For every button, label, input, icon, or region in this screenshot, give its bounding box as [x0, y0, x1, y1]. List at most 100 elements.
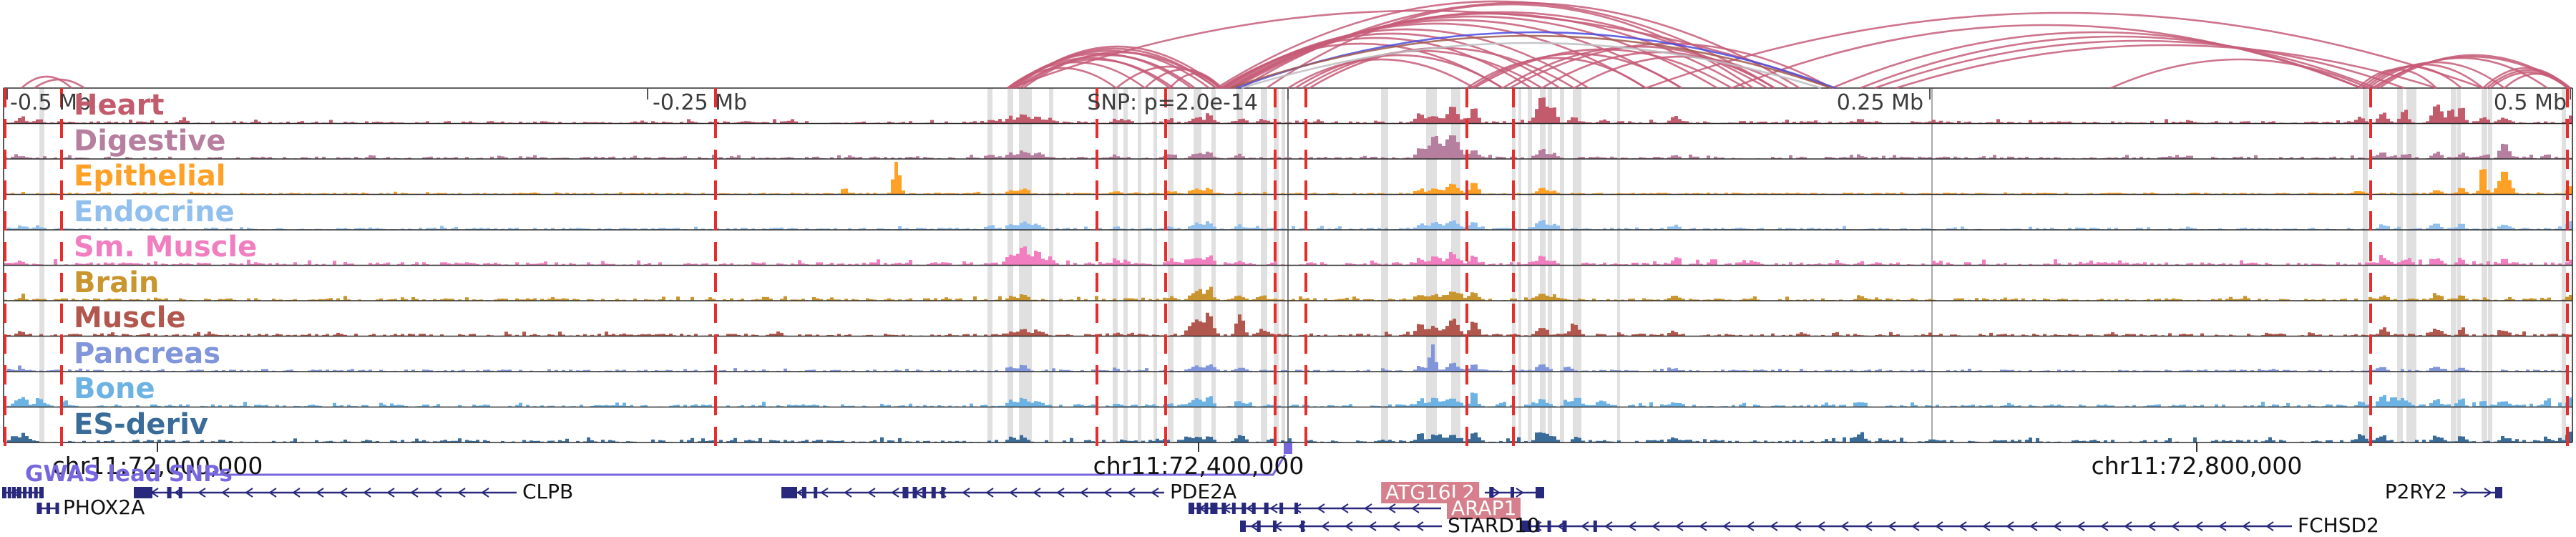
- gene-label-arap1: ARAP1: [1447, 498, 1521, 519]
- gene-exon-arap1: [1204, 503, 1209, 514]
- gene-strand-arrow: [339, 488, 348, 498]
- gene-exon-clpb: [167, 487, 172, 498]
- gene-label-stard10: STARD10: [1448, 513, 1540, 537]
- gene-exon-unnamed: [12, 487, 16, 498]
- gene-label-pde2a: PDE2A: [1170, 480, 1237, 503]
- interaction-arc: [1169, 72, 1221, 89]
- interaction-arc: [21, 75, 72, 89]
- gene-exon-atg16l2: [1489, 487, 1494, 498]
- gene-strand-arrow: [221, 488, 230, 498]
- interaction-arc: [1574, 55, 1790, 90]
- gene-strand-arrow: [481, 488, 489, 498]
- gene-strand-arrow: [1864, 521, 1873, 531]
- gene-strand-arrow: [1250, 521, 1259, 531]
- gene-strand-arrow: [1127, 488, 1136, 498]
- interaction-arc: [1294, 54, 1503, 90]
- track-label-muscle: Muscle: [74, 301, 186, 334]
- gene-exon-phox2a: [47, 503, 50, 514]
- gene-strand-arrow: [1317, 503, 1325, 513]
- interaction-arc: [1014, 45, 1221, 90]
- gene-strand-arrow: [1935, 521, 1943, 531]
- gene-strand-arrow: [1604, 521, 1613, 531]
- axis-label-0-25mb: 0.25 Mb: [1836, 90, 1923, 115]
- track-label-es-deriv: ES-deriv: [74, 407, 209, 441]
- gene-strand-arrow: [386, 488, 395, 498]
- gene-strand-arrow: [2077, 521, 2085, 531]
- gene-label-p2ry2: P2RY2: [2384, 480, 2447, 503]
- gene-strand-arrow: [1392, 521, 1400, 531]
- gene-strand-arrow: [1368, 521, 1377, 531]
- gene-exon-arap1: [1241, 503, 1246, 514]
- interaction-arc: [1831, 31, 2362, 90]
- gene-exon-unnamed: [28, 487, 32, 498]
- signal-area-bone: [4, 392, 2572, 407]
- gwas-pointer-line: [209, 454, 1287, 476]
- interaction-arc: [1010, 9, 1833, 90]
- gene-exon-fchsd2: [1521, 521, 1531, 532]
- gene-exon-unnamed: [34, 487, 38, 498]
- gene-strand-arrow: [2460, 488, 2469, 498]
- gene-strand-arrow: [1033, 488, 1041, 498]
- gene-exon-stard10: [1300, 521, 1304, 532]
- gene-strand-arrow: [1793, 521, 1802, 531]
- interaction-arc: [1226, 22, 1646, 90]
- gene-exon-arap1: [1294, 503, 1299, 514]
- signal-area-muscle: [4, 312, 2572, 337]
- gene-strand-arrow: [2124, 521, 2132, 531]
- gene-strand-arrow: [1246, 503, 1254, 513]
- gene-exon-stard10: [1257, 521, 1261, 532]
- gene-strand-arrow: [268, 488, 277, 498]
- gene-exon-unnamed: [16, 487, 21, 498]
- gene-exon-p2ry2: [2495, 487, 2502, 498]
- gene-exon-unnamed: [7, 487, 11, 498]
- gene-strand-arrow: [457, 488, 466, 498]
- gene-exon-atg16l2: [1536, 487, 1544, 498]
- gene-strand-arrow: [1009, 488, 1018, 498]
- track-label-brain: Brain: [74, 266, 160, 299]
- gene-exon-clpb: [178, 487, 182, 498]
- gene-strand-arrow: [197, 488, 206, 498]
- gene-strand-arrow: [316, 488, 324, 498]
- interaction-arc: [1466, 57, 1646, 90]
- gene-strand-arrow: [1652, 521, 1660, 531]
- gene-strand-arrow: [2053, 521, 2062, 531]
- gene-strand-arrow: [2171, 521, 2180, 531]
- interaction-arc: [1287, 58, 1475, 90]
- gene-strand-arrow: [1722, 521, 1731, 531]
- gene-strand-arrow: [2484, 488, 2492, 498]
- gene-strand-arrow: [245, 488, 253, 498]
- interaction-arc: [2368, 61, 2505, 90]
- gene-strand-arrow: [292, 488, 301, 498]
- gene-strand-arrow: [1269, 503, 1278, 513]
- gwas-snp-marker: [1284, 443, 1292, 454]
- gene-exon-pde2a: [922, 487, 927, 498]
- ruler-label-72400000: chr11:72,400,000: [1093, 452, 1304, 480]
- interaction-arc: [1470, 52, 1682, 90]
- gene-strand-arrow: [1770, 521, 1778, 531]
- gene-exon-pde2a: [941, 487, 945, 498]
- gene-strand-arrow: [1982, 521, 1991, 531]
- track-label-pancreas: Pancreas: [74, 337, 221, 370]
- gene-strand-arrow: [363, 488, 371, 498]
- gene-exon-stard10: [1272, 521, 1277, 532]
- track-label-sm-muscle: Sm. Muscle: [74, 231, 258, 263]
- track-label-digestive: Digestive: [74, 124, 226, 158]
- interaction-arc: [2110, 58, 2369, 90]
- axis-label-0-5mb: 0.5 Mb: [2493, 90, 2567, 115]
- gene-strand-arrow: [2242, 521, 2250, 531]
- signal-area-es-deriv: [4, 431, 2572, 442]
- gene-strand-arrow: [985, 488, 994, 498]
- gene-strand-arrow: [2195, 521, 2203, 531]
- gene-exon-arap1: [1264, 503, 1269, 514]
- track-label-bone: Bone: [74, 372, 155, 405]
- gene-label-phox2a: PHOX2A: [63, 495, 145, 519]
- gene-strand-arrow: [434, 488, 442, 498]
- gene-exon-pde2a: [801, 487, 806, 498]
- gene-exon-arap1: [1279, 503, 1284, 514]
- gene-label-clpb: CLPB: [522, 480, 574, 503]
- gene-strand-arrow: [1888, 521, 1896, 531]
- interaction-arc: [1860, 35, 2376, 90]
- gene-exon-stard10: [1240, 521, 1246, 532]
